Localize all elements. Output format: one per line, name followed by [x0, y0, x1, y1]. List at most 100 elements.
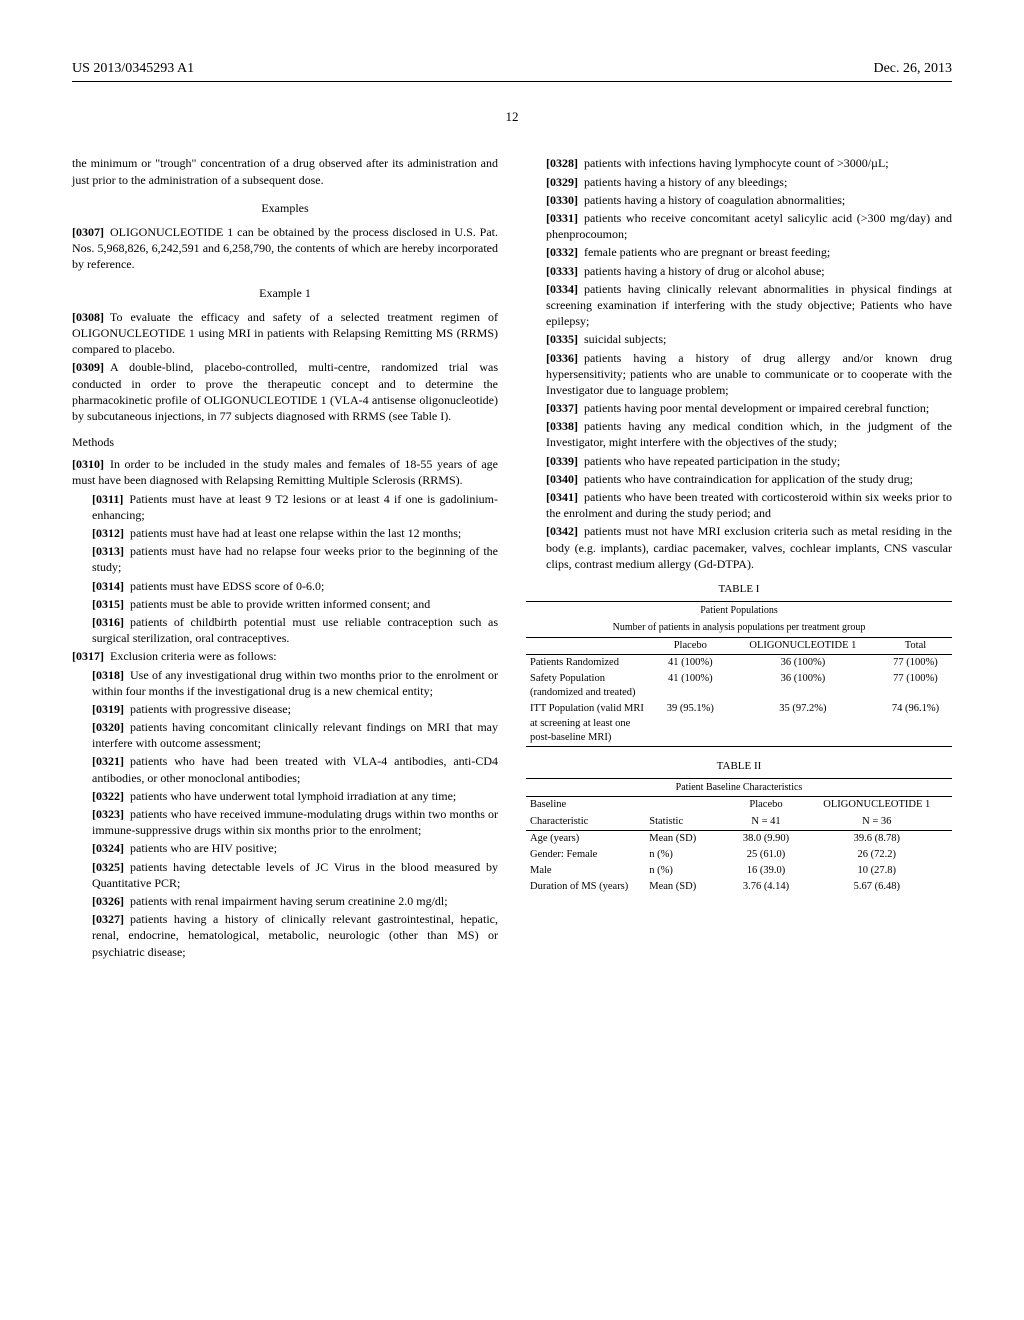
- para-text: patients with infections having lymphocy…: [584, 156, 889, 170]
- para-num: [0334]: [546, 282, 584, 296]
- para-0328: [0328]patients with infections having ly…: [526, 155, 952, 171]
- table-cell: Gender: Female: [526, 847, 645, 863]
- table-col-header: Placebo: [654, 637, 727, 654]
- para-text: patients having a history of drug allerg…: [546, 351, 952, 397]
- table-cell: Duration of MS (years): [526, 879, 645, 895]
- table-cell: 77 (100%): [879, 654, 952, 671]
- table-col-header: Total: [879, 637, 952, 654]
- para-0307: [0307]OLIGONUCLEOTIDE 1 can be obtained …: [72, 224, 498, 273]
- para-text: female patients who are pregnant or brea…: [584, 245, 830, 259]
- table-col-header: [526, 637, 654, 654]
- table-cell: 41 (100%): [654, 671, 727, 701]
- para-0340: [0340]patients who have contraindication…: [526, 471, 952, 487]
- table-2-caption: Patient Baseline Characteristics: [526, 778, 952, 797]
- table-col-header: Characteristic: [526, 814, 645, 831]
- table-cell: 5.67 (6.48): [802, 879, 952, 895]
- para-num: [0335]: [546, 332, 584, 346]
- para-text: patients of childbirth potential must us…: [92, 615, 498, 645]
- para-0324: [0324]patients who are HIV positive;: [72, 840, 498, 856]
- para-text: OLIGONUCLEOTIDE 1 can be obtained by the…: [72, 225, 498, 271]
- para-0319: [0319]patients with progressive disease;: [72, 701, 498, 717]
- para-text: patients must have had no relapse four w…: [92, 544, 498, 574]
- para-num: [0333]: [546, 264, 584, 278]
- table-cell: Mean (SD): [645, 879, 730, 895]
- table-cell: 41 (100%): [654, 654, 727, 671]
- para-0332: [0332]female patients who are pregnant o…: [526, 244, 952, 260]
- para-0323: [0323]patients who have received immune-…: [72, 806, 498, 838]
- para-num: [0326]: [92, 894, 130, 908]
- para-0335: [0335]suicidal subjects;: [526, 331, 952, 347]
- table-cell: 38.0 (9.90): [730, 830, 801, 847]
- para-text: patients having any medical condition wh…: [546, 419, 952, 449]
- para-num: [0320]: [92, 720, 130, 734]
- para-text: patients with renal impairment having se…: [130, 894, 448, 908]
- methods-heading: Methods: [72, 434, 498, 450]
- para-num: [0340]: [546, 472, 584, 486]
- para-0309: [0309]A double-blind, placebo-controlled…: [72, 359, 498, 424]
- para-0318: [0318]Use of any investigational drug wi…: [72, 667, 498, 699]
- para-num: [0310]: [72, 457, 110, 471]
- para-0321: [0321]patients who have had been treated…: [72, 753, 498, 785]
- para-num: [0309]: [72, 360, 110, 374]
- table-header-row: Placebo OLIGONUCLEOTIDE 1 Total: [526, 637, 952, 654]
- para-text: patients having a history of any bleedin…: [584, 175, 787, 189]
- para-num: [0315]: [92, 597, 130, 611]
- para-0320: [0320]patients having concomitant clinic…: [72, 719, 498, 751]
- para-0310: [0310]In order to be included in the stu…: [72, 456, 498, 488]
- para-0313: [0313]patients must have had no relapse …: [72, 543, 498, 575]
- para-num: [0314]: [92, 579, 130, 593]
- para-num: [0313]: [92, 544, 130, 558]
- para-text: To evaluate the efficacy and safety of a…: [72, 310, 498, 356]
- table-cell: 39 (95.1%): [654, 701, 727, 746]
- page-header: US 2013/0345293 A1 Dec. 26, 2013: [72, 60, 952, 82]
- para-0312: [0312]patients must have had at least on…: [72, 525, 498, 541]
- para-text: A double-blind, placebo-controlled, mult…: [72, 360, 498, 423]
- para-num: [0342]: [546, 524, 584, 538]
- table-row: Gender: Female n (%) 25 (61.0) 26 (72.2): [526, 847, 952, 863]
- para-num: [0323]: [92, 807, 130, 821]
- para-text: patients having poor mental development …: [584, 401, 929, 415]
- para-0331: [0331]patients who receive concomitant a…: [526, 210, 952, 242]
- para-0308: [0308]To evaluate the efficacy and safet…: [72, 309, 498, 358]
- para-num: [0337]: [546, 401, 584, 415]
- para-0342: [0342]patients must not have MRI exclusi…: [526, 523, 952, 572]
- table-1: Patient Populations Number of patients i…: [526, 601, 952, 747]
- para-num: [0318]: [92, 668, 130, 682]
- para-text: patients having concomitant clinically r…: [92, 720, 498, 750]
- para-text: patients who have underwent total lympho…: [130, 789, 456, 803]
- para-text: patients having a history of coagulation…: [584, 193, 845, 207]
- table-cell: 16 (39.0): [730, 863, 801, 879]
- para-0329: [0329]patients having a history of any b…: [526, 174, 952, 190]
- para-0311: [0311]Patients must have at least 9 T2 l…: [72, 491, 498, 523]
- para-text: patients must not have MRI exclusion cri…: [546, 524, 952, 570]
- two-column-layout: the minimum or "trough" concentration of…: [72, 155, 952, 961]
- para-0315: [0315]patients must be able to provide w…: [72, 596, 498, 612]
- para-num: [0322]: [92, 789, 130, 803]
- publication-number: US 2013/0345293 A1: [72, 60, 194, 79]
- table-cell: 39.6 (8.78): [802, 830, 952, 847]
- para-0341: [0341]patients who have been treated wit…: [526, 489, 952, 521]
- para-0337: [0337]patients having poor mental develo…: [526, 400, 952, 416]
- para-num: [0329]: [546, 175, 584, 189]
- table-col-header: OLIGONUCLEOTIDE 1: [802, 797, 952, 814]
- table-row: Male n (%) 16 (39.0) 10 (27.8): [526, 863, 952, 879]
- table-cell: Male: [526, 863, 645, 879]
- para-text: patients with progressive disease;: [130, 702, 291, 716]
- para-0326: [0326]patients with renal impairment hav…: [72, 893, 498, 909]
- para-0339: [0339]patients who have repeated partici…: [526, 453, 952, 469]
- para-0325: [0325]patients having detectable levels …: [72, 859, 498, 891]
- table-cell: Age (years): [526, 830, 645, 847]
- table-cell: 25 (61.0): [730, 847, 801, 863]
- table-row: Patients Randomized 41 (100%) 36 (100%) …: [526, 654, 952, 671]
- para-num: [0327]: [92, 912, 130, 926]
- para-text: patients who have received immune-modula…: [92, 807, 498, 837]
- table-cell: Safety Population (randomized and treate…: [526, 671, 654, 701]
- left-column: the minimum or "trough" concentration of…: [72, 155, 498, 961]
- para-text: patients having a history of drug or alc…: [584, 264, 825, 278]
- para-text: patients must have had at least one rela…: [130, 526, 461, 540]
- table-1-caption-2: Number of patients in analysis populatio…: [526, 619, 952, 637]
- table-cell: ITT Population (valid MRI at screening a…: [526, 701, 654, 746]
- para-0334: [0334]patients having clinically relevan…: [526, 281, 952, 330]
- table-cell: 74 (96.1%): [879, 701, 952, 746]
- table-1-caption-1: Patient Populations: [526, 601, 952, 619]
